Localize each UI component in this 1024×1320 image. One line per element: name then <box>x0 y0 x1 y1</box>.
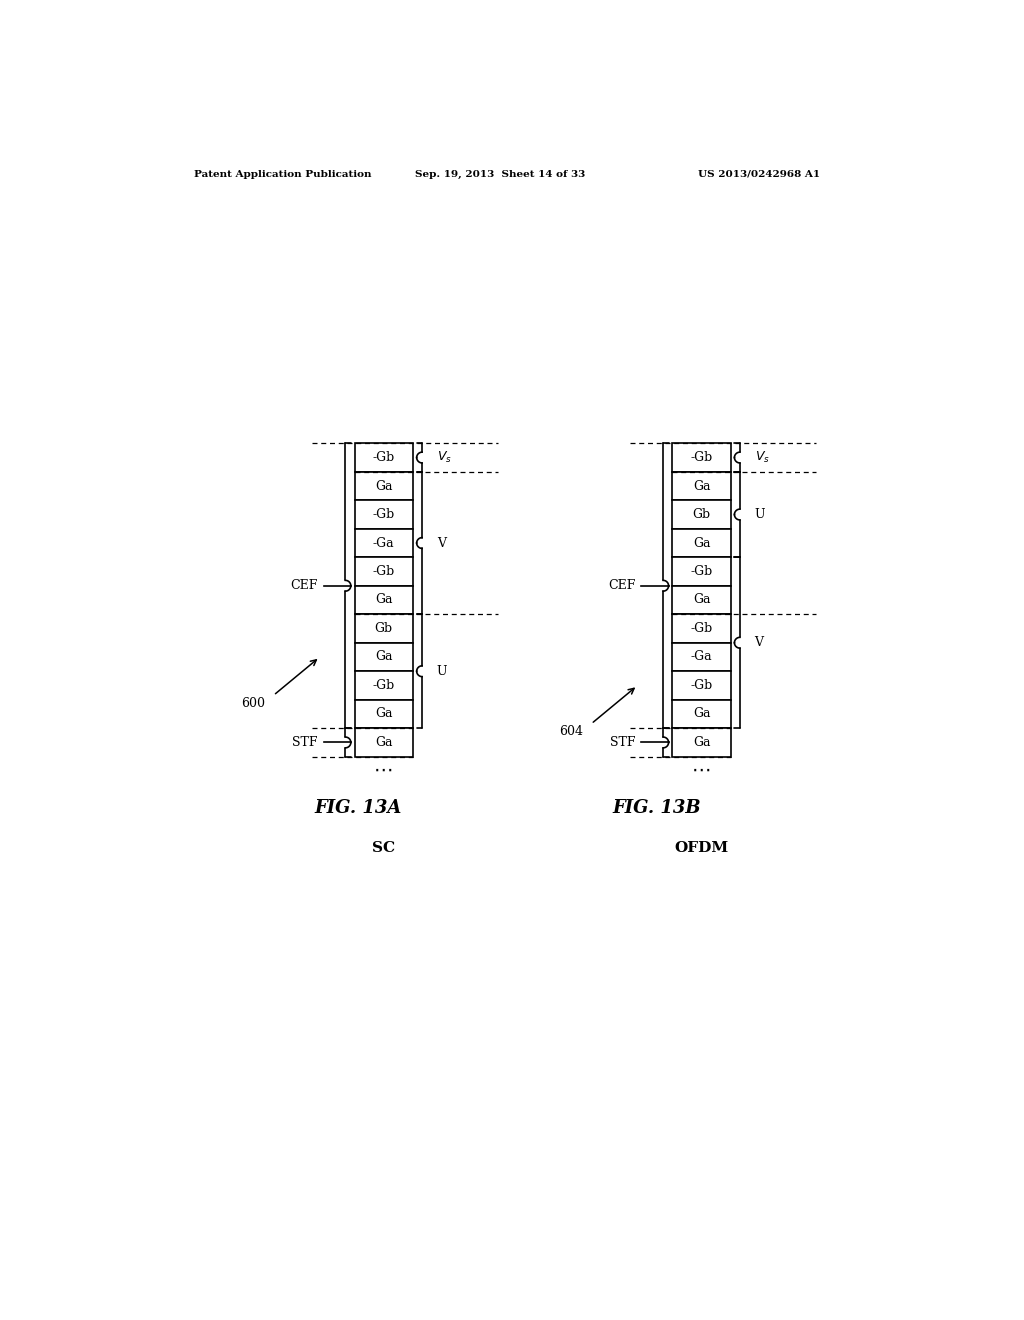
Bar <box>354 643 413 671</box>
Bar <box>673 444 730 471</box>
Text: -Gb: -Gb <box>373 565 395 578</box>
Text: US 2013/0242968 A1: US 2013/0242968 A1 <box>697 170 820 180</box>
Bar <box>354 444 413 471</box>
Bar <box>354 729 413 756</box>
Text: STF: STF <box>609 737 635 748</box>
Bar <box>673 471 730 500</box>
Bar <box>354 471 413 500</box>
Bar <box>673 700 730 729</box>
Text: -Ga: -Ga <box>373 536 394 549</box>
Text: -Ga: -Ga <box>690 651 713 664</box>
Text: U: U <box>755 508 765 521</box>
Bar <box>673 586 730 614</box>
Text: -Gb: -Gb <box>690 565 713 578</box>
Text: Ga: Ga <box>375 708 392 721</box>
Bar <box>673 671 730 700</box>
Text: SC: SC <box>372 841 395 855</box>
Text: ⋯: ⋯ <box>692 762 712 780</box>
Text: Ga: Ga <box>693 594 711 606</box>
Bar <box>673 500 730 529</box>
Text: Ga: Ga <box>375 594 392 606</box>
Bar <box>673 529 730 557</box>
Text: FIG. 13A: FIG. 13A <box>314 799 401 817</box>
Text: Gb: Gb <box>692 508 711 521</box>
Text: -Gb: -Gb <box>373 678 395 692</box>
Text: 604: 604 <box>559 725 584 738</box>
Text: -Gb: -Gb <box>690 678 713 692</box>
Bar <box>354 586 413 614</box>
Text: OFDM: OFDM <box>675 841 729 855</box>
Text: V: V <box>755 636 764 649</box>
Text: -Gb: -Gb <box>690 451 713 465</box>
Text: -Gb: -Gb <box>373 451 395 465</box>
Text: Sep. 19, 2013  Sheet 14 of 33: Sep. 19, 2013 Sheet 14 of 33 <box>415 170 585 180</box>
Text: V: V <box>437 536 445 549</box>
Bar <box>673 557 730 586</box>
Text: CEF: CEF <box>608 579 635 593</box>
Bar <box>354 614 413 643</box>
Bar <box>354 671 413 700</box>
Text: Ga: Ga <box>693 479 711 492</box>
Text: Ga: Ga <box>693 536 711 549</box>
Text: -Gb: -Gb <box>690 622 713 635</box>
Bar <box>673 643 730 671</box>
Text: Ga: Ga <box>693 737 711 748</box>
Bar <box>354 700 413 729</box>
Text: Gb: Gb <box>375 622 393 635</box>
Bar <box>673 614 730 643</box>
Text: Ga: Ga <box>375 737 392 748</box>
Text: Ga: Ga <box>375 651 392 664</box>
Text: Patent Application Publication: Patent Application Publication <box>194 170 372 180</box>
Text: FIG. 13B: FIG. 13B <box>612 799 701 817</box>
Text: ⋯: ⋯ <box>374 762 393 780</box>
Text: Ga: Ga <box>375 479 392 492</box>
Bar <box>354 557 413 586</box>
Text: STF: STF <box>292 737 317 748</box>
Bar <box>354 529 413 557</box>
Bar <box>354 500 413 529</box>
Text: $V_s$: $V_s$ <box>755 450 769 465</box>
Text: Ga: Ga <box>693 708 711 721</box>
Text: CEF: CEF <box>290 579 317 593</box>
Bar <box>673 729 730 756</box>
Text: 600: 600 <box>242 697 265 710</box>
Text: -Gb: -Gb <box>373 508 395 521</box>
Text: $V_s$: $V_s$ <box>437 450 452 465</box>
Text: U: U <box>437 665 447 677</box>
